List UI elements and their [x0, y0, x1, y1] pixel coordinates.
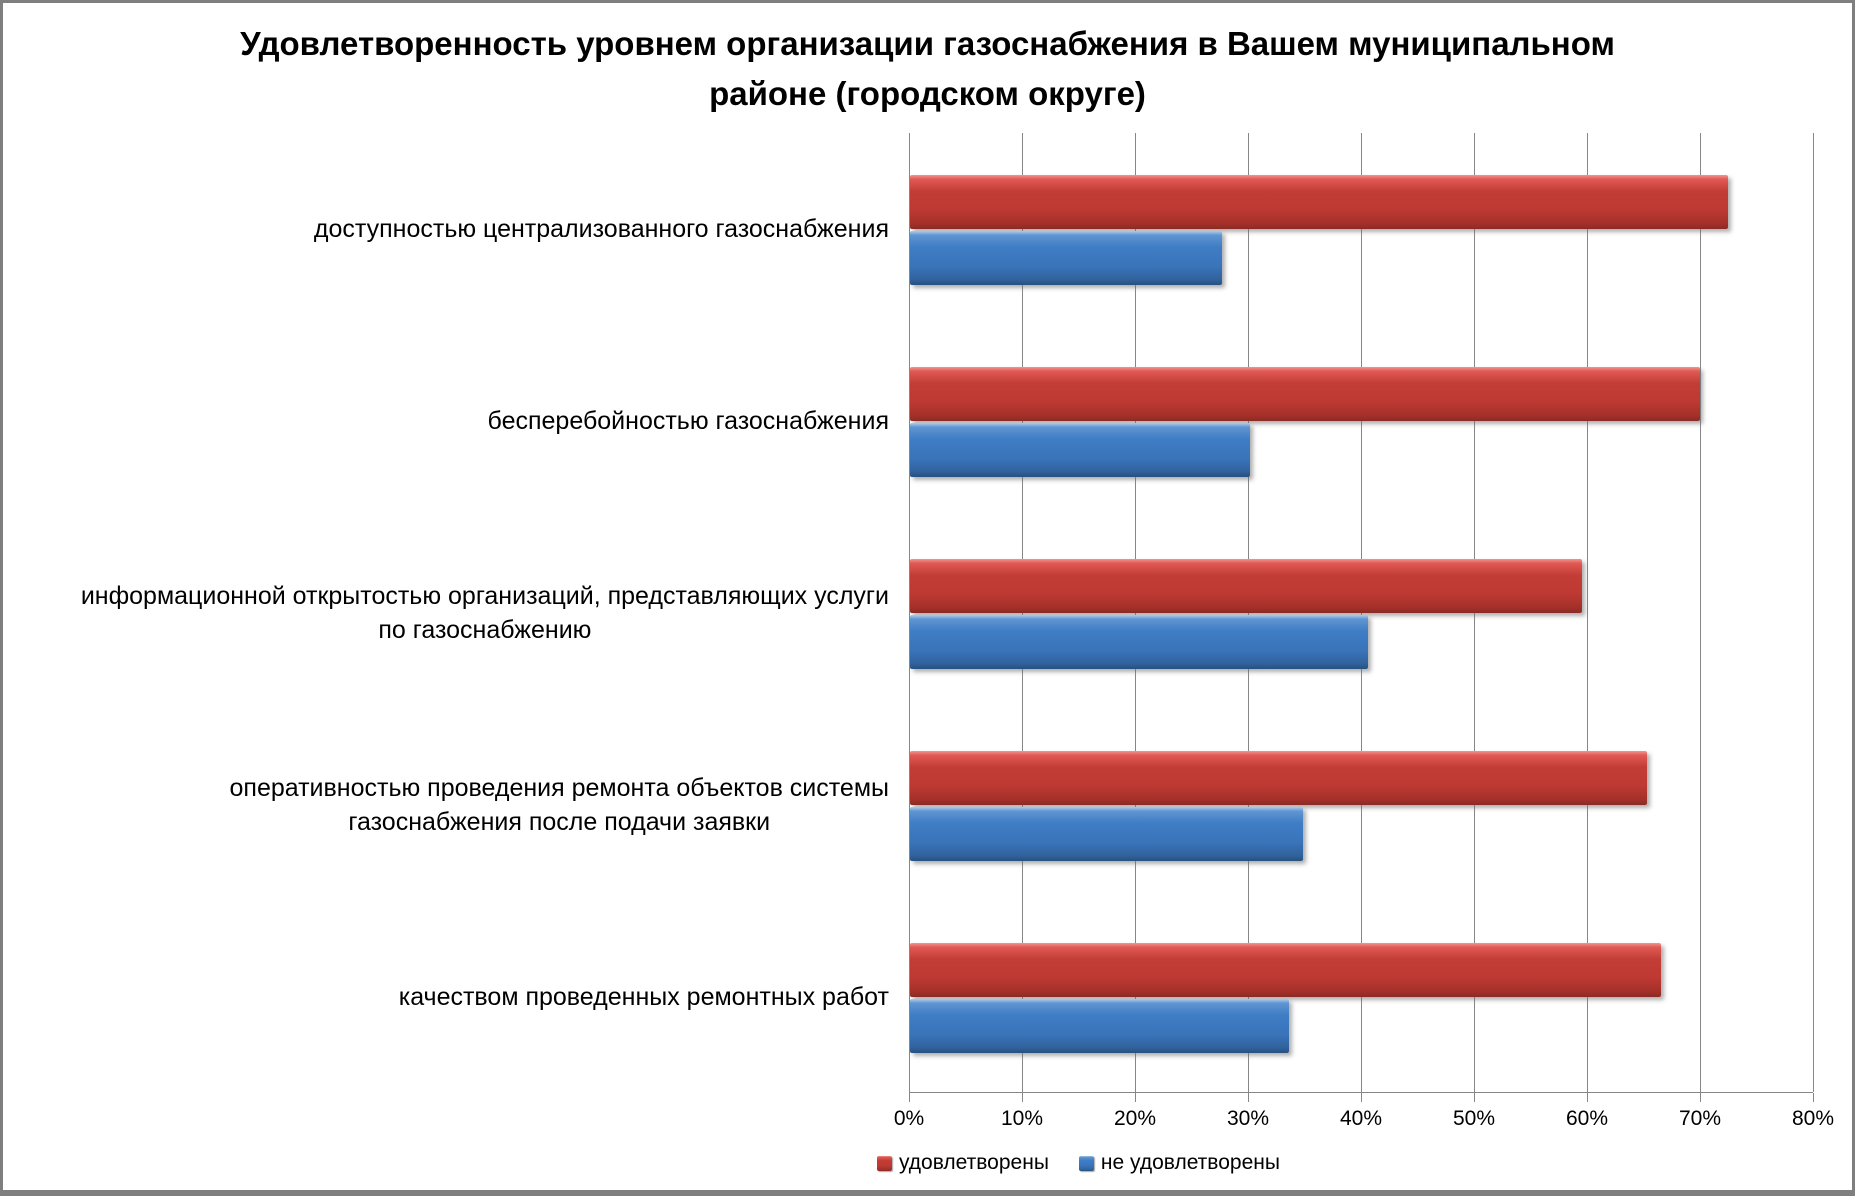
x-tick-label-10%: 10% [1000, 1107, 1044, 1130]
chart-title-line-2: районе (городском округе) [709, 75, 1146, 112]
category-label-line: по газоснабжению [378, 616, 592, 644]
axis-tick-30% [1248, 1093, 1249, 1102]
x-tick-label-80%: 80% [1791, 1107, 1835, 1130]
category-label-3: информационной открытостью организаций, … [81, 579, 889, 647]
axis-tick-50% [1474, 1093, 1475, 1102]
bar-не-удовлетворены-category-3 [910, 615, 1368, 669]
chart-title: Удовлетворенность уровнем организации га… [3, 19, 1852, 119]
bar-не-удовлетворены-category-5 [910, 999, 1289, 1053]
axis-tick-40% [1361, 1093, 1362, 1102]
bar-удовлетворены-category-1 [910, 175, 1728, 229]
category-label-line: бесперебойностью газоснабжения [487, 407, 889, 435]
gridline-0% [909, 133, 910, 1092]
legend-label: не удовлетворены [1100, 1151, 1280, 1174]
bar-не-удовлетворены-category-1 [910, 231, 1222, 285]
category-label-line: газоснабжения после подачи заявки [348, 808, 771, 836]
legend-item-удовлетворены: удовлетворены [877, 1151, 1049, 1175]
category-label-2: бесперебойностью газоснабжения [488, 404, 889, 438]
chart-title-line-1: Удовлетворенность уровнем организации га… [240, 25, 1615, 62]
x-tick-label-70%: 70% [1678, 1107, 1722, 1130]
category-label-1: доступностью централизованного газоснабж… [314, 212, 889, 246]
x-tick-label-40%: 40% [1339, 1107, 1383, 1130]
bar-удовлетворены-category-3 [910, 559, 1582, 613]
bar-не-удовлетворены-category-2 [910, 423, 1250, 477]
axis-tick-70% [1700, 1093, 1701, 1102]
category-label-line: оперативностью проведения ремонта объект… [229, 774, 890, 802]
gridline-80% [1813, 133, 1814, 1092]
legend-label: удовлетворены [899, 1151, 1049, 1174]
axis-tick-10% [1022, 1093, 1023, 1102]
gridline-60% [1587, 133, 1588, 1092]
legend-marker-icon [1078, 1155, 1094, 1171]
x-tick-label-20%: 20% [1113, 1107, 1157, 1130]
gridline-70% [1700, 133, 1701, 1092]
bar-удовлетворены-category-5 [910, 943, 1661, 997]
axis-tick-60% [1587, 1093, 1588, 1102]
axis-tick-20% [1135, 1093, 1136, 1102]
x-tick-label-30%: 30% [1226, 1107, 1270, 1130]
legend: удовлетворены не удовлетворены [877, 1151, 1280, 1175]
bar-не-удовлетворены-category-4 [910, 807, 1303, 861]
legend-marker-icon [877, 1155, 892, 1171]
x-tick-label-50%: 50% [1452, 1107, 1496, 1130]
x-tick-label-0%: 0% [893, 1107, 925, 1130]
legend-item-не-удовлетворены: не удовлетворены [1078, 1151, 1280, 1175]
axis-tick-80% [1813, 1093, 1814, 1102]
category-label-line: информационной открытостью организаций, … [80, 582, 889, 610]
category-label-4: оперативностью проведения ремонта объект… [230, 771, 890, 839]
plot-area [909, 133, 1814, 1102]
category-label-5: качеством проведенных ремонтных работ [399, 980, 889, 1014]
bar-удовлетворены-category-2 [910, 367, 1700, 421]
axis-tick-0% [909, 1093, 910, 1102]
x-tick-label-60%: 60% [1565, 1107, 1609, 1130]
bar-удовлетворены-category-4 [910, 751, 1647, 805]
category-label-line: доступностью централизованного газоснабж… [313, 215, 889, 243]
category-label-line: качеством проведенных ремонтных работ [398, 983, 889, 1011]
